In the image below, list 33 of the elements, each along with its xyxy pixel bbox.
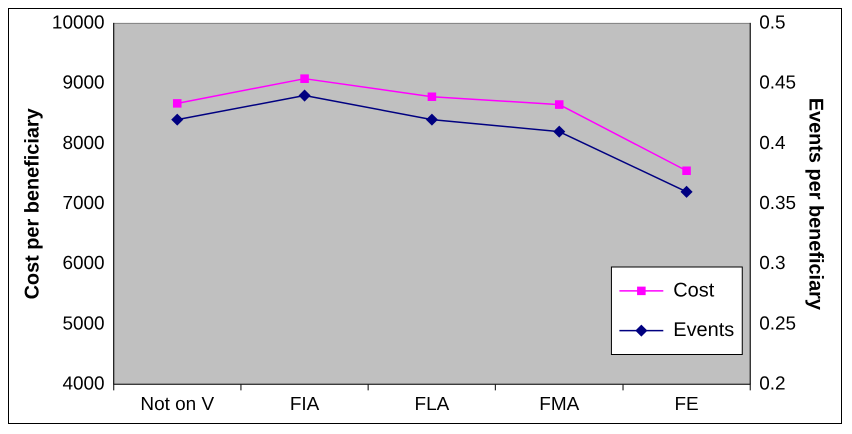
point	[554, 100, 564, 109]
point	[680, 186, 692, 198]
point	[426, 114, 438, 126]
y2-axis-title: Events per beneficiary	[804, 98, 827, 310]
y-tick-label: 8000	[62, 132, 105, 154]
y2-tick-label: 0.4	[759, 132, 786, 154]
y2-tick-label: 0.35	[759, 193, 796, 214]
point	[428, 92, 436, 102]
y2-tick-label: 0.5	[759, 12, 786, 34]
y-tick-label: 6000	[62, 253, 105, 274]
y2-tick-label: 0.3	[759, 253, 786, 274]
y-tick-label: 7000	[62, 193, 105, 214]
legend-label: Events	[673, 319, 734, 342]
y2-tick-label: 0.25	[759, 313, 796, 334]
x-tick-label: FLA	[414, 394, 450, 415]
y-axis-title: Cost per beneficiary	[21, 108, 44, 300]
point	[172, 99, 182, 108]
legend-label: Cost	[673, 279, 715, 302]
x-tick-label: Not on V	[140, 394, 214, 415]
point	[300, 74, 309, 83]
y2-tick-label: 0.2	[759, 374, 786, 395]
x-tick-label: FE	[674, 394, 699, 415]
y-tick-label: 10000	[52, 12, 105, 34]
point	[554, 126, 565, 138]
point	[172, 114, 183, 126]
y2-tick-label: 0.45	[759, 72, 796, 94]
x-tick-label: FIA	[290, 394, 320, 415]
x-tick-label: FMA	[539, 394, 580, 415]
y-tick-label: 4000	[62, 374, 105, 395]
y-tick-label: 5000	[62, 313, 105, 334]
y-tick-label: 9000	[62, 72, 105, 94]
point	[682, 166, 691, 176]
point	[298, 90, 310, 102]
